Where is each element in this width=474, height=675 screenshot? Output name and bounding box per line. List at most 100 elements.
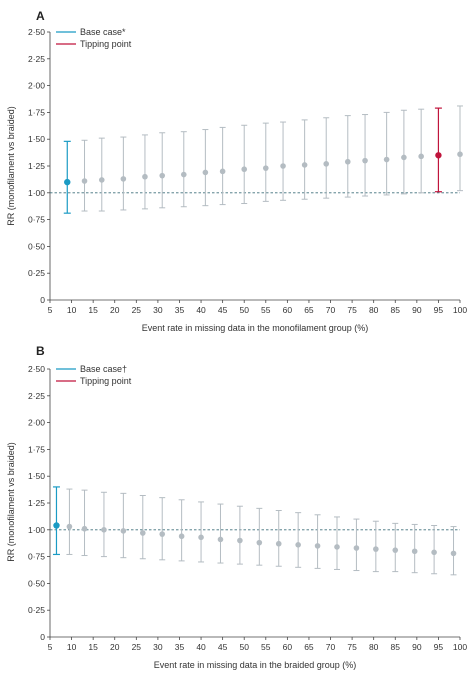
x-tick-label: 20 [110, 305, 120, 315]
x-tick-label: 45 [218, 305, 228, 315]
x-tick-label: 45 [218, 642, 228, 652]
y-tick-label: 2·00 [28, 418, 45, 428]
data-point [120, 136, 127, 211]
point-marker [314, 543, 321, 549]
data-point [139, 494, 146, 560]
panel-b-legend: Base case† Tipping point [56, 364, 132, 386]
y-tick-label: 1·50 [28, 471, 45, 481]
x-tick-label: 10 [67, 305, 77, 315]
y-tick-label: 0·50 [28, 241, 45, 251]
data-point [236, 505, 243, 565]
data-point [418, 108, 425, 194]
data-point [280, 121, 287, 201]
point-marker [450, 550, 457, 557]
base-case-point [52, 486, 60, 556]
x-tick-label: 70 [326, 305, 336, 315]
point-marker [237, 537, 243, 544]
y-tick-label: 1·50 [28, 134, 45, 144]
y-tick-label: 0·25 [28, 268, 45, 278]
x-tick-label: 30 [153, 642, 163, 652]
y-tick-label: 0·75 [28, 215, 45, 225]
y-tick-label: 2·50 [28, 364, 45, 374]
y-tick-label: 0·75 [28, 552, 45, 562]
panel-a: A 0 0·25 0·50 0·75 1·00 1·25 1·50 1·75 2·00 2·25 2… [6, 9, 467, 333]
y-tick-label: 2·25 [28, 391, 45, 401]
point-marker [120, 528, 127, 534]
point-marker [418, 153, 424, 160]
panel-a-data-points [63, 105, 463, 214]
panel-a-axes: 0 0·25 0·50 0·75 1·00 1·25 1·50 1·75 2·00 2·25 2·5… [28, 27, 467, 315]
y-tick-label: 1·25 [28, 498, 45, 508]
data-point [198, 501, 205, 563]
point-marker [383, 156, 390, 163]
x-tick-label: 60 [283, 642, 293, 652]
x-tick-label: 30 [153, 305, 163, 315]
data-point [372, 520, 379, 573]
point-marker [64, 178, 71, 186]
x-tick-label: 5 [48, 642, 53, 652]
x-tick-label: 90 [412, 305, 422, 315]
point-marker [180, 171, 187, 178]
panel-a-x-axis-label: Event rate in missing data in the monofi… [142, 323, 369, 333]
y-tick-label: 2·00 [28, 81, 45, 91]
data-point [66, 488, 73, 555]
legend-label-base-case: Base case* [80, 27, 126, 37]
x-tick-label: 5 [48, 305, 53, 315]
x-tick-label: 20 [110, 642, 120, 652]
point-marker [373, 546, 379, 552]
data-point [301, 119, 308, 200]
data-point [81, 489, 88, 557]
x-tick-label: 10 [67, 642, 77, 652]
x-tick-label: 65 [304, 305, 314, 315]
point-marker [120, 176, 127, 182]
x-tick-label: 70 [326, 642, 336, 652]
data-point [159, 497, 166, 561]
y-tick-label: 1·25 [28, 161, 45, 171]
data-point [275, 510, 282, 567]
point-marker [431, 549, 437, 556]
data-point [100, 491, 107, 558]
point-marker [275, 540, 282, 547]
point-marker [353, 545, 360, 551]
point-marker [81, 525, 88, 532]
point-marker [334, 544, 340, 550]
y-tick-label: 1·75 [28, 444, 45, 454]
x-tick-label: 55 [261, 305, 271, 315]
x-tick-label: 55 [261, 642, 271, 652]
panel-a-y-axis-label: RR (monofilament vs braided) [6, 106, 16, 226]
data-point [450, 526, 457, 576]
y-tick-label: 0 [40, 295, 45, 305]
point-marker [219, 168, 226, 175]
panel-a-legend: Base case* Tipping point [56, 27, 132, 49]
panel-b-x-axis-label: Event rate in missing data in the braide… [154, 660, 357, 670]
point-marker [411, 548, 418, 555]
panel-b-axes: 0 0·25 0·50 0·75 1·00 1·25 1·50 1·75 2·00 2·25 2·5… [28, 364, 467, 652]
x-tick-label: 80 [369, 305, 379, 315]
point-marker [98, 177, 105, 183]
point-marker [401, 154, 407, 161]
point-marker [81, 178, 88, 184]
data-point [219, 126, 226, 206]
y-tick-label: 1·00 [28, 188, 45, 198]
data-point [334, 516, 340, 570]
x-tick-label: 75 [347, 642, 357, 652]
x-tick-label: 35 [175, 642, 185, 652]
x-tick-label: 40 [196, 305, 206, 315]
point-marker [457, 151, 463, 158]
data-point [81, 139, 88, 212]
data-point [323, 117, 330, 199]
data-point [241, 124, 248, 205]
data-point [344, 115, 351, 198]
panel-b-label: B [36, 344, 45, 358]
legend-label-tipping-point: Tipping point [80, 376, 132, 386]
y-tick-label: 0·50 [28, 578, 45, 588]
point-marker [142, 173, 148, 180]
data-point [353, 518, 360, 572]
x-tick-label: 25 [132, 305, 142, 315]
x-tick-label: 100 [453, 642, 467, 652]
panel-b: B 0 0·25 0·50 0·75 1·00 1·25 1·50 1·75 2·00 2·25 2… [6, 344, 467, 670]
x-tick-label: 95 [434, 305, 444, 315]
data-point [180, 131, 187, 208]
data-point [202, 129, 209, 207]
